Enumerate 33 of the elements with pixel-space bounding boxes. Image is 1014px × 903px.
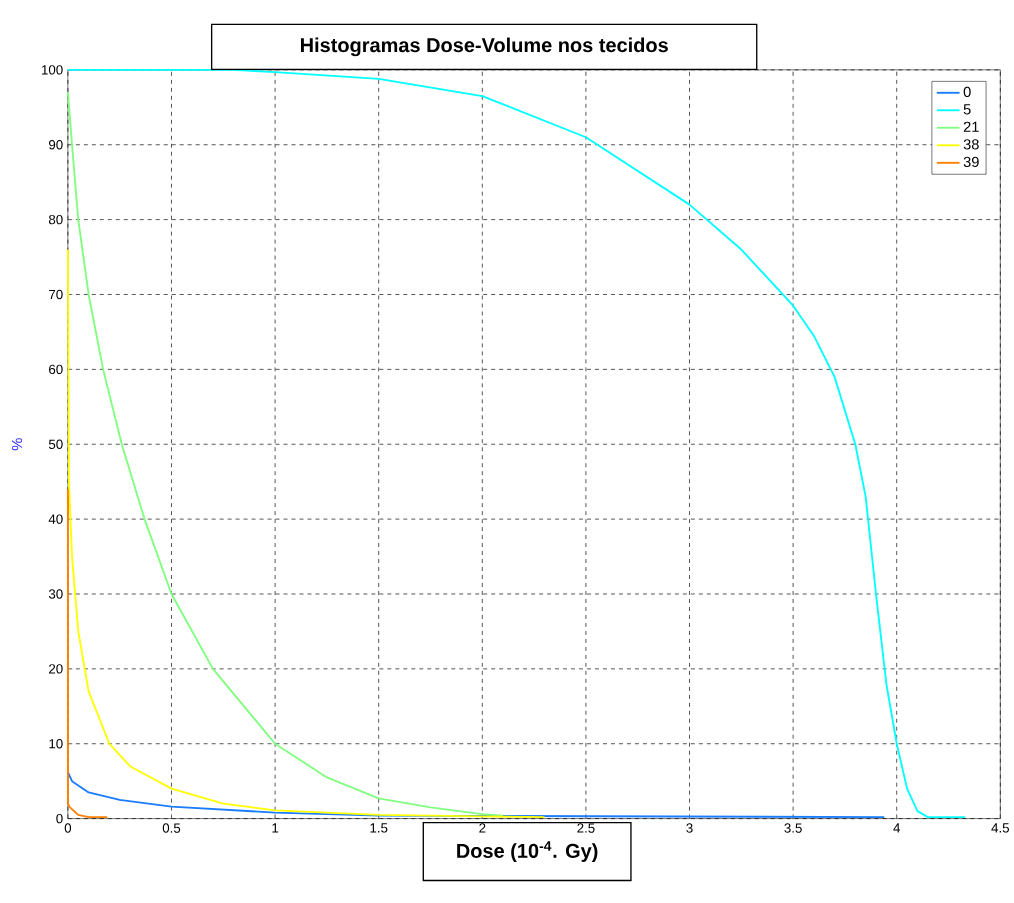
y-tick-label: 20 <box>49 663 63 674</box>
y-tick-label: 10 <box>49 738 63 749</box>
x-tick-label: 0 <box>64 823 72 833</box>
y-tick-label: 0 <box>56 813 63 824</box>
y-tick-label: 60 <box>49 364 63 374</box>
line-series <box>66 248 546 818</box>
line-series <box>66 91 504 817</box>
x-tick-label: 2.5 <box>577 823 595 833</box>
y-tick-label: 80 <box>48 214 63 225</box>
legend-label: 0 <box>963 86 971 97</box>
y-tick-label: 100 <box>42 64 63 75</box>
y-tick-label: 40 <box>48 514 63 524</box>
y-tick-label: 90 <box>49 139 63 150</box>
x-tick-label: 4.5 <box>991 823 1010 833</box>
y-tick-label: 30 <box>48 589 63 599</box>
line-series <box>66 488 109 818</box>
legend-label: 5 <box>963 104 971 115</box>
legend-label: 39 <box>963 156 979 167</box>
x-tick-label: 3.5 <box>784 823 802 833</box>
x-axis-title: Dose (10$^{-4}$. Gy) <box>457 840 598 862</box>
y-tick-label: 50 <box>48 439 63 449</box>
x-tick-label: 1 <box>272 823 279 833</box>
x-tick-label: 1.5 <box>370 823 388 833</box>
legend-label: 21 <box>963 121 979 132</box>
x-tick-label: 4 <box>893 823 901 833</box>
chart-title: Histogramas Dose-Volume nos tecidos <box>300 37 668 57</box>
x-tick-label: 0.5 <box>162 823 181 833</box>
x-tick-label: 3 <box>686 823 693 833</box>
x-tick-label: 2 <box>479 823 486 833</box>
line-series <box>66 771 886 818</box>
y-axis-title: % <box>11 438 23 450</box>
y-tick-label: 70 <box>49 289 63 299</box>
legend-label: 38 <box>963 138 979 150</box>
